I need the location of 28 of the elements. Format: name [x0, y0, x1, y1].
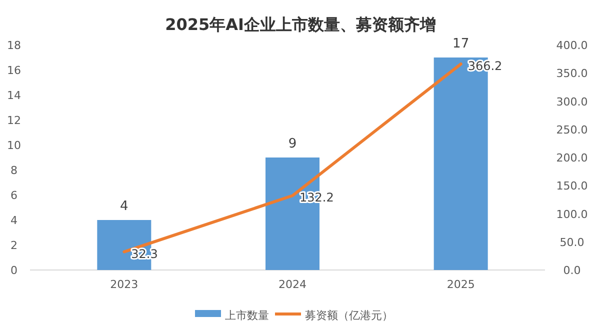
y2-tick-label: 400.0 — [556, 39, 588, 52]
y2-tick-label: 100.0 — [556, 208, 588, 221]
x-tick-label: 2025 — [446, 278, 475, 291]
y2-tick-label: 0.0 — [563, 264, 581, 277]
y2-tick-label: 250.0 — [556, 123, 588, 136]
y2-tick-label: 200.0 — [556, 152, 588, 164]
data-label: 9 — [288, 136, 297, 152]
y-tick-label: 12 — [7, 114, 21, 127]
y2-tick-label: 350.0 — [556, 67, 588, 80]
y2-tick-label: 300.0 — [556, 95, 588, 108]
data-label: 17 — [452, 36, 470, 52]
legend-label: 募资额（亿港元） — [305, 309, 393, 322]
legend-label: 上市数量 — [225, 309, 269, 322]
y-tick-label: 18 — [7, 39, 21, 52]
x-tick-label: 2023 — [110, 278, 138, 291]
y-tick-label: 16 — [7, 64, 21, 77]
y-tick-label: 8 — [10, 164, 18, 177]
chart-title: 2025年AI企业上市数量、募资额齐增 — [165, 15, 436, 34]
y-tick-label: 10 — [7, 139, 21, 152]
y-tick-label: 0 — [10, 264, 18, 277]
y-tick-label: 6 — [10, 189, 18, 202]
data-label: 4 — [120, 199, 128, 214]
x-tick-label: 2024 — [278, 278, 306, 291]
y2-tick-label: 50.0 — [560, 236, 584, 249]
y2-tick-label: 150.0 — [556, 180, 588, 193]
y-tick-label: 2 — [10, 239, 18, 252]
y-tick-label: 4 — [10, 214, 18, 227]
y-tick-label: 14 — [7, 89, 21, 102]
